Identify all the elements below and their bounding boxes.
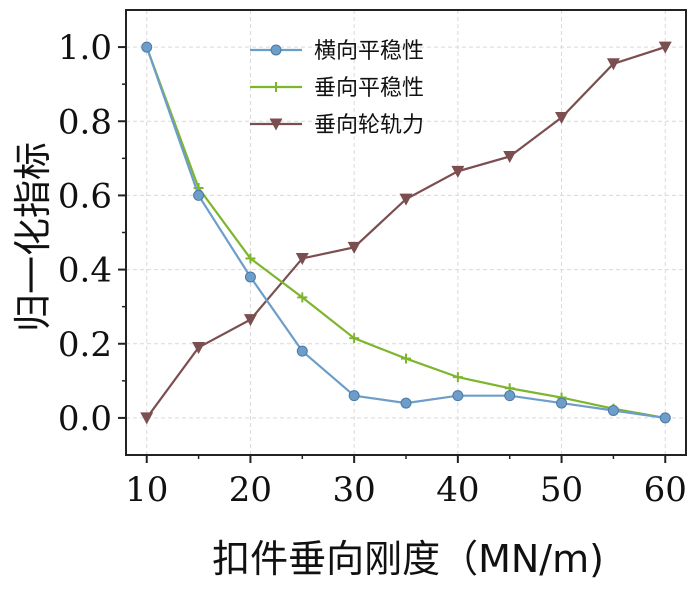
x-tick-label: 60 (644, 470, 687, 510)
data-point (401, 353, 411, 364)
legend-marker (271, 82, 281, 92)
legend-entry-3: 垂向轮轨力 (250, 113, 424, 138)
y-tick-label: 0.4 (58, 251, 112, 291)
legend-entry-1: 横向平稳性 (250, 39, 424, 64)
data-point (245, 253, 256, 264)
x-tick-label: 20 (229, 470, 272, 510)
legend-label: 垂向轮轨力 (314, 113, 424, 138)
data-point (452, 390, 464, 402)
data-point (348, 390, 360, 402)
data-point (658, 41, 672, 54)
y-tick-label: 1.0 (58, 28, 112, 68)
series-layer (140, 41, 672, 425)
data-point (504, 390, 516, 402)
axis-ticks: 10 20 30 40 50 60 0.0 0.2 0.4 0.6 0.8 1.0 (58, 28, 687, 510)
data-point (141, 41, 153, 53)
data-point (349, 333, 360, 344)
data-point (503, 150, 517, 163)
data-point (140, 412, 154, 425)
y-tick-label: 0.6 (58, 176, 112, 216)
data-point (451, 165, 465, 178)
data-point (296, 345, 308, 357)
data-point (297, 292, 308, 303)
data-point (399, 193, 413, 206)
data-point (192, 341, 206, 354)
data-point (295, 252, 309, 265)
data-point (556, 397, 568, 409)
series-3 (140, 41, 672, 425)
series-1 (141, 41, 671, 424)
legend-label: 垂向平稳性 (314, 76, 424, 101)
x-tick-label: 10 (125, 470, 168, 510)
x-tick-label: 40 (436, 470, 479, 510)
legend-label: 横向平稳性 (314, 39, 424, 64)
y-tick-label: 0.8 (58, 102, 112, 142)
legend-entry-2: 垂向平稳性 (250, 76, 424, 101)
data-point (243, 314, 257, 327)
y-tick-label: 0.2 (58, 325, 112, 365)
y-tick-label: 0.0 (58, 399, 112, 439)
data-point (347, 241, 361, 254)
data-point (659, 412, 671, 424)
legend-marker (270, 44, 282, 56)
data-point (193, 189, 205, 201)
x-tick-label: 50 (540, 470, 583, 510)
data-point (606, 58, 620, 71)
data-point (400, 397, 412, 409)
legend-marker (269, 118, 283, 131)
data-point (555, 112, 569, 125)
x-tick-label: 30 (333, 470, 376, 510)
data-point (244, 271, 256, 283)
data-point (452, 372, 463, 383)
x-axis-title: 扣件垂向刚度（MN/m) (212, 537, 604, 581)
y-axis-title: 归一化指标 (11, 142, 55, 332)
data-point (607, 405, 619, 416)
